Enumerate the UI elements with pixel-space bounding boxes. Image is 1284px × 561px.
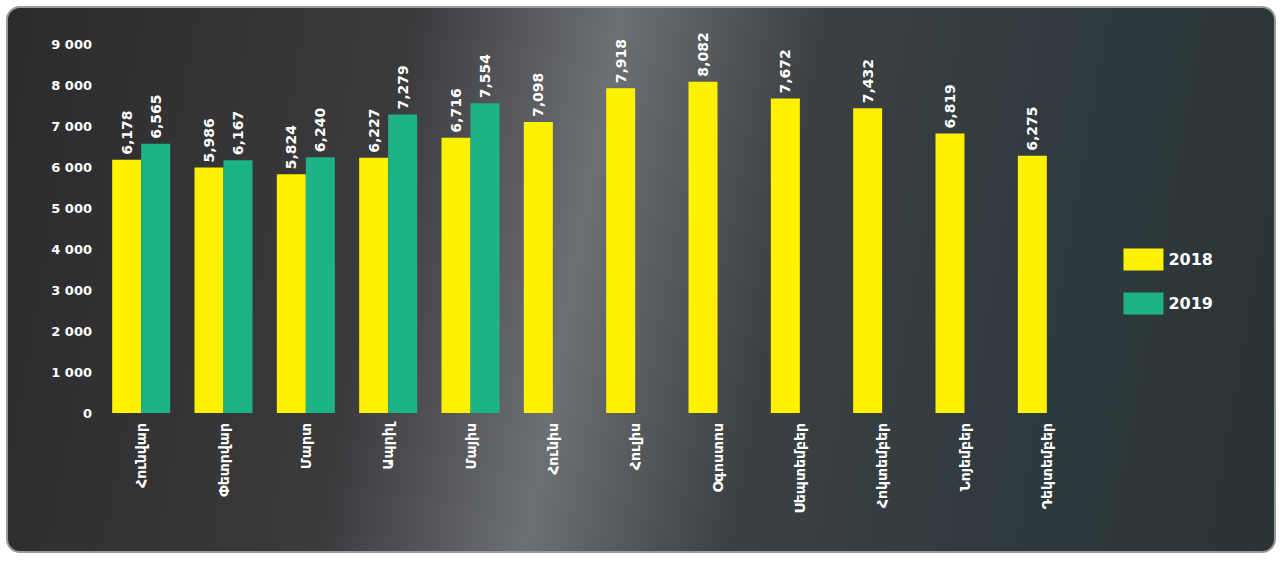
svg-text:2019: 2019: [1168, 294, 1213, 313]
svg-text:6,565: 6,565: [148, 95, 164, 139]
svg-text:Օգոստոս: Օգոստոս: [710, 423, 726, 493]
svg-text:Հունվար: Հունվար: [133, 423, 149, 488]
svg-text:6,227: 6,227: [366, 108, 382, 152]
svg-text:Հունիս: Հունիս: [545, 423, 561, 475]
svg-text:7,432: 7,432: [860, 59, 876, 103]
svg-text:Ապրիլ: Ապրիլ: [380, 421, 396, 470]
svg-text:8 000: 8 000: [51, 78, 92, 93]
svg-text:5 000: 5 000: [51, 201, 92, 216]
svg-text:Հոկտեմբեր: Հոկտեմբեր: [874, 423, 890, 508]
svg-text:7,672: 7,672: [777, 49, 793, 93]
svg-text:7,279: 7,279: [395, 65, 411, 109]
svg-text:Նոյեմբեր: Նոյեմբեր: [957, 423, 973, 491]
svg-text:Մարտ: Մարտ: [298, 423, 314, 469]
svg-text:6,275: 6,275: [1024, 106, 1040, 150]
svg-text:3 000: 3 000: [51, 283, 92, 298]
svg-text:Դեկտեմբեր: Դեկտեմբեր: [1039, 423, 1055, 509]
svg-text:6,167: 6,167: [230, 111, 246, 155]
svg-text:6,819: 6,819: [942, 84, 958, 128]
svg-text:5,824: 5,824: [283, 125, 299, 170]
svg-text:0: 0: [83, 406, 92, 421]
svg-text:6 000: 6 000: [51, 160, 92, 175]
svg-text:7,554: 7,554: [477, 54, 493, 99]
svg-text:1 000: 1 000: [51, 365, 92, 380]
svg-text:2018: 2018: [1168, 250, 1213, 269]
svg-text:Հուլիս: Հուլիս: [627, 423, 643, 470]
svg-text:Սեպտեմբեր: Սեպտեմբեր: [792, 423, 808, 513]
svg-text:8,082: 8,082: [695, 32, 711, 76]
svg-text:4 000: 4 000: [51, 242, 92, 257]
svg-text:6,716: 6,716: [448, 88, 464, 132]
svg-text:6,240: 6,240: [312, 108, 328, 153]
svg-text:9 000: 9 000: [51, 37, 92, 52]
svg-text:Փետրվար: Փետրվար: [216, 423, 232, 497]
svg-text:7,098: 7,098: [530, 73, 546, 117]
svg-text:5,986: 5,986: [201, 118, 217, 162]
svg-text:7 000: 7 000: [51, 119, 92, 134]
svg-text:6,178: 6,178: [119, 110, 135, 154]
svg-text:2 000: 2 000: [51, 324, 92, 339]
svg-text:7,918: 7,918: [613, 39, 629, 83]
svg-text:Մայիս: Մայիս: [463, 423, 479, 469]
